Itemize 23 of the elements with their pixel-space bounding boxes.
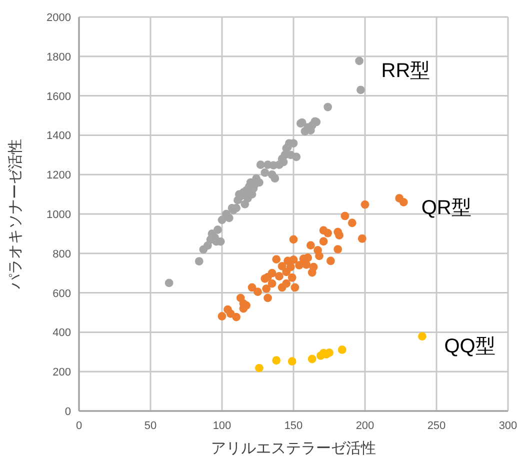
- x-tick-label: 0: [76, 420, 82, 432]
- y-tick-label: 200: [52, 366, 71, 379]
- y-tick-label: 400: [52, 327, 71, 340]
- x-tick-label: 250: [427, 420, 446, 432]
- x-tick-label: 150: [284, 420, 303, 432]
- y-tick-label: 1600: [46, 90, 71, 103]
- y-tick-label: 1000: [46, 209, 71, 221]
- y-tick-label: 1400: [46, 130, 71, 142]
- y-tick-label: 2000: [46, 12, 71, 24]
- x-tick-label: 50: [144, 420, 157, 432]
- series-label: RR型: [381, 60, 430, 82]
- y-tick-label: 800: [52, 248, 71, 260]
- series-label: QQ型: [444, 335, 496, 358]
- y-tick-label: 0: [64, 406, 71, 418]
- y-tick-label: 1200: [46, 170, 71, 182]
- x-tick-label: 100: [212, 420, 232, 432]
- y-tick-label: 1800: [46, 51, 71, 64]
- y-tick-label: 600: [52, 288, 71, 300]
- x-tick-label: 200: [356, 420, 374, 432]
- y-axis-title: パラオキソナーゼ活性: [7, 139, 24, 290]
- x-axis-title: アリルエステラーゼ活性: [211, 440, 376, 457]
- series-label: QR型: [421, 197, 472, 220]
- x-tick-label: 300: [498, 420, 518, 432]
